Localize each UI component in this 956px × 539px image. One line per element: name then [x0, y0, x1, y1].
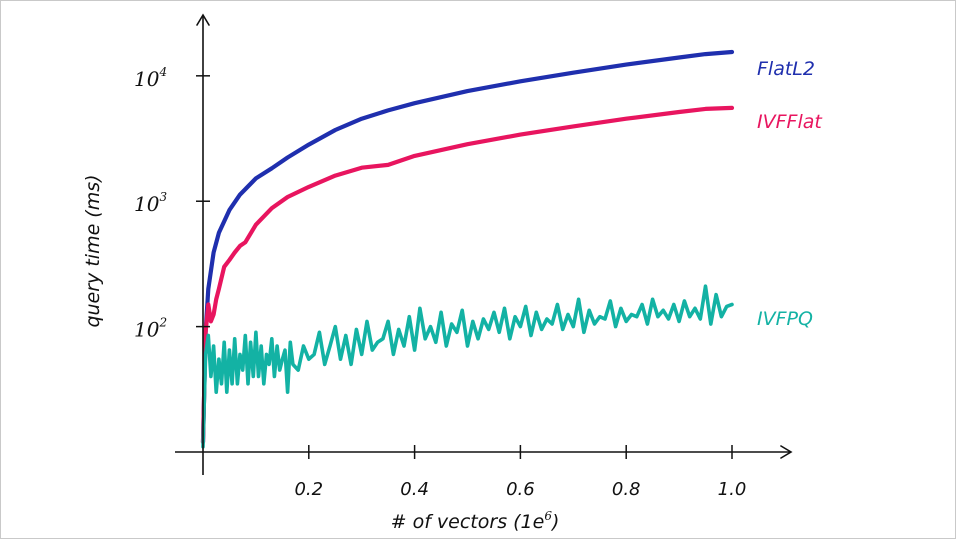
- series-layer: [200, 49, 735, 449]
- series-line-ivfpq: [201, 284, 734, 449]
- x-tick-label: 1.0: [718, 479, 747, 500]
- x-axis-title: # of vectors (1e6): [391, 509, 560, 533]
- series-line-ivfflat: [200, 105, 735, 445]
- y-tick-label: 103: [134, 190, 167, 216]
- x-tick-label: 0.6: [506, 479, 535, 500]
- x-tick-label: 0.4: [400, 479, 429, 500]
- series-label-ivfpq: IVFPQ: [757, 308, 813, 330]
- y-ticks: 102 103 104: [134, 65, 210, 342]
- x-ticks: 0.2 0.4 0.6 0.8 1.0: [294, 445, 746, 500]
- x-tick-label: 0.8: [612, 479, 641, 500]
- series-labels: FlatL2 IVFFlat IVFPQ: [757, 58, 823, 330]
- series-label-flatl2: FlatL2: [757, 58, 815, 80]
- y-axis-title: query time (ms): [82, 174, 104, 327]
- series-line-flatl2: [200, 49, 735, 445]
- y-tick-label: 102: [134, 316, 167, 342]
- x-tick-label: 0.2: [294, 479, 323, 500]
- series-label-ivfflat: IVFFlat: [757, 111, 823, 133]
- y-tick-label: 104: [134, 65, 167, 91]
